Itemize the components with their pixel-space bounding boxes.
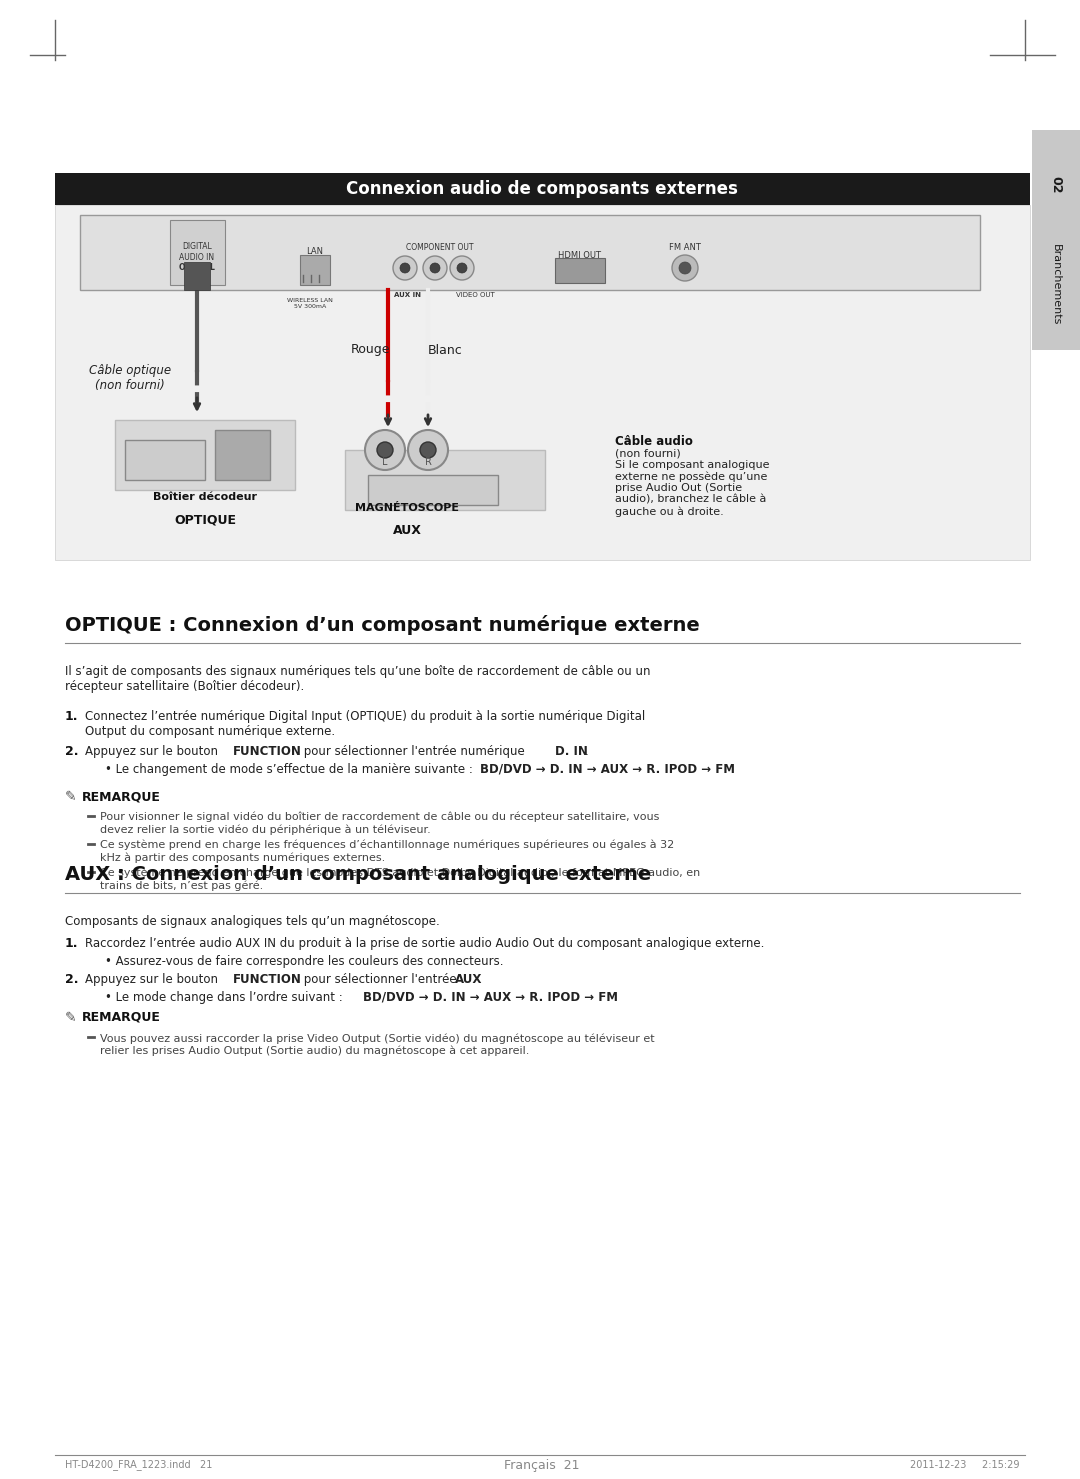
- Text: HDMI OUT: HDMI OUT: [558, 250, 602, 259]
- Text: 2011-12-23     2:15:29: 2011-12-23 2:15:29: [910, 1460, 1020, 1470]
- Text: FUNCTION: FUNCTION: [233, 745, 302, 759]
- Bar: [55, 173, 1030, 206]
- Text: COMPONENT OUT: COMPONENT OUT: [406, 244, 474, 253]
- Text: Raccordez l’entrée audio AUX IN du produit à la prise de sortie audio Audio Out : Raccordez l’entrée audio AUX IN du produ…: [85, 938, 765, 950]
- Circle shape: [400, 263, 410, 274]
- Circle shape: [457, 263, 467, 274]
- Circle shape: [672, 254, 698, 281]
- Text: MAGNÉTOSCOPE: MAGNÉTOSCOPE: [355, 503, 459, 513]
- Bar: [1032, 130, 1080, 351]
- Text: Rouge: Rouge: [350, 343, 390, 356]
- Text: REMARQUE: REMARQUE: [82, 1012, 161, 1023]
- Circle shape: [679, 262, 691, 274]
- Text: AUX: AUX: [455, 973, 483, 986]
- Bar: [114, 420, 295, 490]
- Text: FUNCTION: FUNCTION: [233, 973, 302, 986]
- Circle shape: [365, 430, 405, 470]
- Text: BD/DVD → D. IN → AUX → R. IPOD → FM: BD/DVD → D. IN → AUX → R. IPOD → FM: [480, 763, 735, 776]
- Text: FM ANT: FM ANT: [670, 244, 701, 253]
- Text: Câble optique
(non fourni): Câble optique (non fourni): [89, 364, 171, 392]
- Bar: [345, 450, 545, 510]
- Text: BD/DVD → D. IN → AUX → R. IPOD → FM: BD/DVD → D. IN → AUX → R. IPOD → FM: [363, 991, 618, 1004]
- Text: 1.: 1.: [65, 710, 79, 723]
- Circle shape: [393, 256, 417, 280]
- Text: Composants de signaux analogiques tels qu’un magnétoscope.: Composants de signaux analogiques tels q…: [65, 916, 440, 927]
- Text: OPTIQUE : Connexion d’un composant numérique externe: OPTIQUE : Connexion d’un composant numér…: [65, 615, 700, 634]
- Text: 1.: 1.: [65, 938, 79, 950]
- Bar: [215, 430, 270, 481]
- Bar: [170, 220, 225, 285]
- Text: VIDEO OUT: VIDEO OUT: [456, 291, 495, 297]
- Circle shape: [420, 442, 436, 458]
- Text: Blanc: Blanc: [428, 343, 462, 356]
- Circle shape: [423, 256, 447, 280]
- Text: • Le changement de mode s’effectue de la manière suivante :: • Le changement de mode s’effectue de la…: [105, 763, 476, 776]
- Text: Connexion audio de composants externes: Connexion audio de composants externes: [346, 180, 738, 198]
- Bar: [125, 439, 205, 481]
- Text: .: .: [585, 745, 589, 759]
- Text: DIGITAL
AUDIO IN: DIGITAL AUDIO IN: [179, 243, 215, 262]
- Text: pour sélectionner l'entrée numérique: pour sélectionner l'entrée numérique: [300, 745, 528, 759]
- Circle shape: [450, 256, 474, 280]
- Text: Vous pouvez aussi raccorder la prise Video Output (Sortie vidéo) du magnétoscope: Vous pouvez aussi raccorder la prise Vid…: [100, 1032, 654, 1056]
- Circle shape: [430, 263, 440, 274]
- Text: 02: 02: [1050, 176, 1063, 194]
- Text: D. IN: D. IN: [555, 745, 588, 759]
- Bar: [368, 475, 498, 504]
- Text: Français  21: Français 21: [504, 1458, 580, 1472]
- Text: 5V 300mA: 5V 300mA: [294, 305, 326, 309]
- Text: (non fourni)
Si le composant analogique
externe ne possède qu’une
prise Audio Ou: (non fourni) Si le composant analogique …: [615, 448, 769, 518]
- Bar: [55, 206, 1030, 561]
- Text: pour sélectionner l'entrée: pour sélectionner l'entrée: [300, 973, 460, 986]
- Text: Appuyez sur le bouton: Appuyez sur le bouton: [85, 745, 221, 759]
- Bar: [300, 254, 330, 285]
- Text: Pour visionner le signal vidéo du boîtier de raccordement de câble ou du récepte: Pour visionner le signal vidéo du boîtie…: [100, 812, 660, 834]
- Text: • Assurez-vous de faire correspondre les couleurs des connecteurs.: • Assurez-vous de faire correspondre les…: [105, 955, 503, 967]
- Text: ✎: ✎: [65, 1012, 77, 1025]
- Text: • Le mode change dans l’ordre suivant :: • Le mode change dans l’ordre suivant :: [105, 991, 347, 1004]
- Text: Branchements: Branchements: [1051, 244, 1061, 325]
- Text: HT-D4200_FRA_1223.indd   21: HT-D4200_FRA_1223.indd 21: [65, 1460, 213, 1470]
- Text: AUX: AUX: [392, 524, 421, 537]
- Text: Appuyez sur le bouton: Appuyez sur le bouton: [85, 973, 221, 986]
- Text: 2.: 2.: [65, 745, 79, 759]
- Bar: [555, 257, 605, 282]
- Text: OPTIQUE: OPTIQUE: [174, 513, 237, 527]
- Text: R: R: [424, 457, 431, 467]
- Text: REMARQUE: REMARQUE: [82, 790, 161, 803]
- Bar: [80, 214, 980, 290]
- Text: OPTICAL: OPTICAL: [178, 263, 215, 272]
- Text: Connectez l’entrée numérique Digital Input (OPTIQUE) du produit à la sortie numé: Connectez l’entrée numérique Digital Inp…: [85, 710, 645, 738]
- Bar: [184, 262, 210, 290]
- Text: .: .: [478, 973, 482, 986]
- Text: LAN: LAN: [307, 247, 324, 256]
- Text: AUX IN: AUX IN: [394, 291, 421, 297]
- Text: ✎: ✎: [65, 790, 77, 805]
- Text: AUX : Connexion d’un composant analogique externe: AUX : Connexion d’un composant analogiqu…: [65, 865, 651, 884]
- Text: Boîtier décodeur: Boîtier décodeur: [153, 493, 257, 501]
- Circle shape: [408, 430, 448, 470]
- Text: L: L: [382, 457, 388, 467]
- Text: Câble audio: Câble audio: [615, 435, 693, 448]
- Text: Il s’agit de composants des signaux numériques tels qu’une boîte de raccordement: Il s’agit de composants des signaux numé…: [65, 666, 650, 694]
- Text: Ce système ne prend en charge que les modes DTS audio et Dolby Digital audio ; l: Ce système ne prend en charge que les mo…: [100, 868, 700, 890]
- Circle shape: [377, 442, 393, 458]
- Text: 2.: 2.: [65, 973, 79, 986]
- Text: Ce système prend en charge les fréquences d’échantillonnage numériques supérieur: Ce système prend en charge les fréquence…: [100, 840, 674, 862]
- Text: WIRELESS LAN: WIRELESS LAN: [287, 297, 333, 303]
